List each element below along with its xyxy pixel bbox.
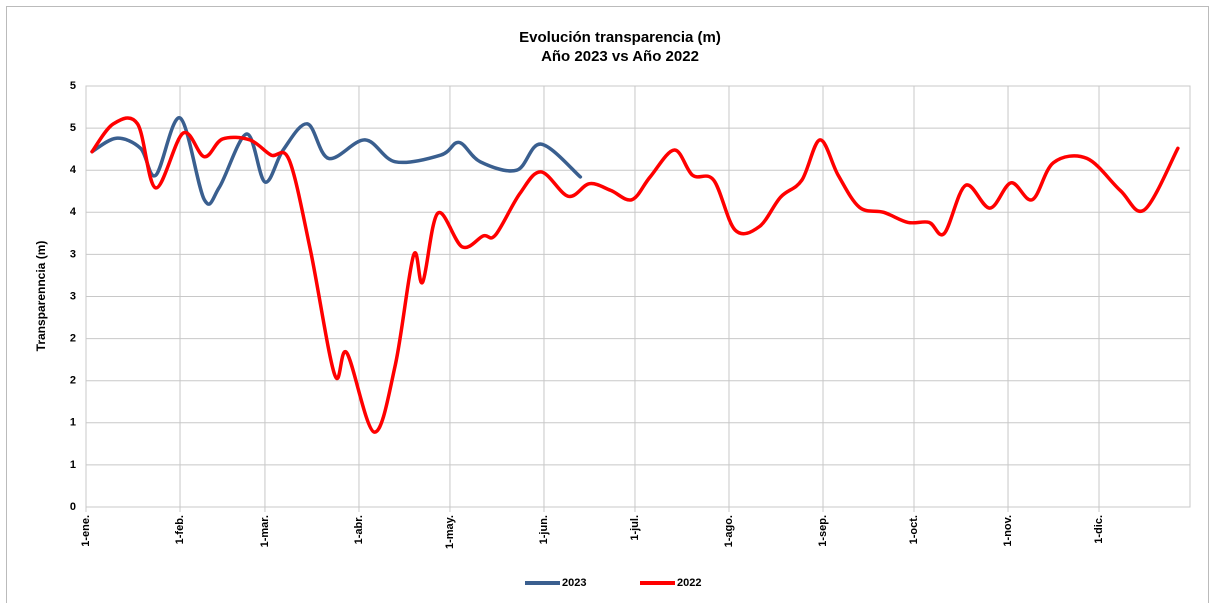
chart-title: Evolución transparencia (m) (519, 29, 721, 46)
x-tick-label: 1-mar. (259, 515, 271, 547)
y-tick-label: 4 (70, 206, 77, 218)
chart-border (6, 6, 1209, 603)
y-axis-label: Transparenncia (m) (34, 241, 48, 352)
x-tick-label: 1-jun. (538, 515, 550, 544)
x-tick-label: 1-may. (444, 515, 456, 549)
y-tick-label: 1 (70, 417, 76, 429)
x-tick-label: 1-jul. (629, 515, 641, 541)
chart-subtitle: Año 2023 vs Año 2022 (541, 48, 699, 65)
x-tick-label: 1-oct. (908, 515, 920, 544)
x-tick-label: 1-feb. (174, 515, 186, 544)
y-tick-label: 4 (70, 164, 77, 176)
y-tick-label: 3 (70, 248, 76, 260)
data-line (90, 116, 1180, 434)
y-tick-label: 2 (70, 333, 76, 345)
y-tick-label: 0 (70, 501, 76, 513)
y-tick-label: 5 (70, 122, 76, 134)
x-tick-label: 1-nov. (1002, 515, 1014, 547)
x-tick-label: 1-sep. (817, 515, 829, 547)
x-tick-label: 1-abr. (353, 515, 365, 544)
x-tick-label: 1-ene. (80, 515, 92, 547)
y-tick-label: 2 (70, 375, 76, 387)
x-tick-label: 1-ago. (723, 515, 735, 547)
legend-label: 2023 (562, 577, 586, 589)
y-tick-label: 1 (70, 459, 76, 471)
data-line (90, 116, 583, 206)
x-tick-label: 1-dic. (1093, 515, 1105, 544)
legend-label: 2022 (677, 577, 701, 589)
y-tick-label: 5 (70, 80, 76, 92)
y-tick-label: 3 (70, 290, 76, 302)
